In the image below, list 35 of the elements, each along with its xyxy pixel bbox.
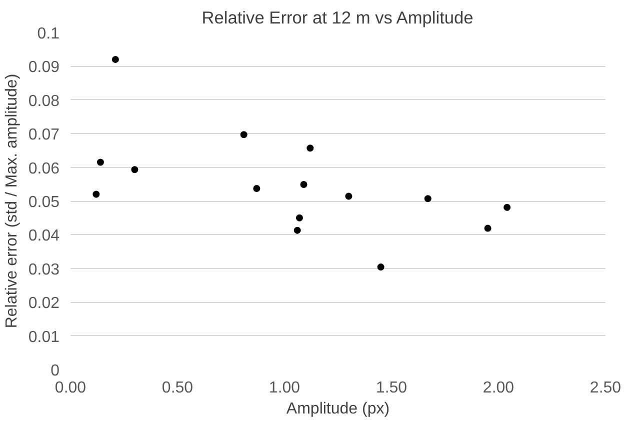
x-tick-label: 2.00 <box>482 380 514 396</box>
x-tick-label: 1.00 <box>268 380 300 396</box>
y-tick-label: 0.1 <box>37 26 60 42</box>
point <box>92 190 100 198</box>
point <box>377 264 384 271</box>
y-axis-title: Relative error (std / Max. amplitude) <box>3 74 20 328</box>
chart-title: Relative Error at 12 m vs Amplitude <box>202 8 474 28</box>
x-tick-label: 0.50 <box>162 380 194 396</box>
x-axis-title: Amplitude (px) <box>286 400 390 418</box>
point <box>300 180 308 188</box>
point <box>484 224 492 232</box>
point <box>296 214 303 222</box>
y-tick-label: 0 <box>50 362 60 380</box>
x-tick-label: 1.50 <box>376 380 408 396</box>
x-tick-label: 2.50 <box>590 380 622 396</box>
x-tick-label: 0.00 <box>54 380 86 396</box>
point <box>306 144 314 152</box>
y-tick-label: 0.08 <box>28 92 60 110</box>
y-tick-label: 0.02 <box>28 295 60 312</box>
point <box>112 56 119 63</box>
point <box>504 204 511 211</box>
point <box>294 226 301 234</box>
y-tick-label: 0.03 <box>28 261 60 278</box>
y-tick-label: 0.05 <box>28 194 60 211</box>
point <box>253 185 260 192</box>
y-tick-label: 0.01 <box>28 328 60 346</box>
y-tick-label: 0.09 <box>28 59 60 76</box>
point <box>424 195 432 202</box>
y-tick-label: 0.07 <box>28 126 60 144</box>
y-tick-label: 0.04 <box>28 228 60 245</box>
point <box>240 131 248 138</box>
point <box>131 166 138 174</box>
y-tick-label: 0.06 <box>28 160 60 178</box>
point <box>345 192 352 200</box>
point <box>96 158 104 166</box>
